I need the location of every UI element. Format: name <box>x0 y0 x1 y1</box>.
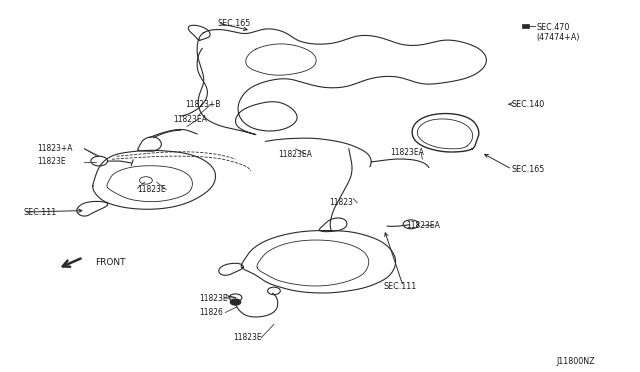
Text: 11823+A: 11823+A <box>37 144 72 153</box>
Text: SEC.140: SEC.140 <box>512 100 545 109</box>
Text: 11823EA: 11823EA <box>278 150 312 159</box>
Circle shape <box>230 299 241 305</box>
Text: J11800NZ: J11800NZ <box>557 357 595 366</box>
Text: 11826: 11826 <box>200 308 223 317</box>
Text: 11823: 11823 <box>330 198 353 207</box>
Text: SEC.470
(47474+A): SEC.470 (47474+A) <box>536 23 580 42</box>
Text: FRONT: FRONT <box>95 258 125 267</box>
Text: SEC.111: SEC.111 <box>24 208 57 217</box>
Text: 11823EA: 11823EA <box>390 148 424 157</box>
Text: 11823E: 11823E <box>138 185 166 194</box>
Bar <box>522 24 529 28</box>
Text: SEC.165: SEC.165 <box>218 19 251 28</box>
Text: SEC.111: SEC.111 <box>384 282 417 291</box>
Text: 11823+B: 11823+B <box>186 100 221 109</box>
Text: 11823E: 11823E <box>200 294 228 303</box>
Text: 11823E: 11823E <box>234 333 262 342</box>
Text: SEC.165: SEC.165 <box>512 165 545 174</box>
Text: 11823EA: 11823EA <box>406 221 440 230</box>
Text: 11823EA: 11823EA <box>173 115 207 124</box>
Text: 11823E: 11823E <box>37 157 66 166</box>
